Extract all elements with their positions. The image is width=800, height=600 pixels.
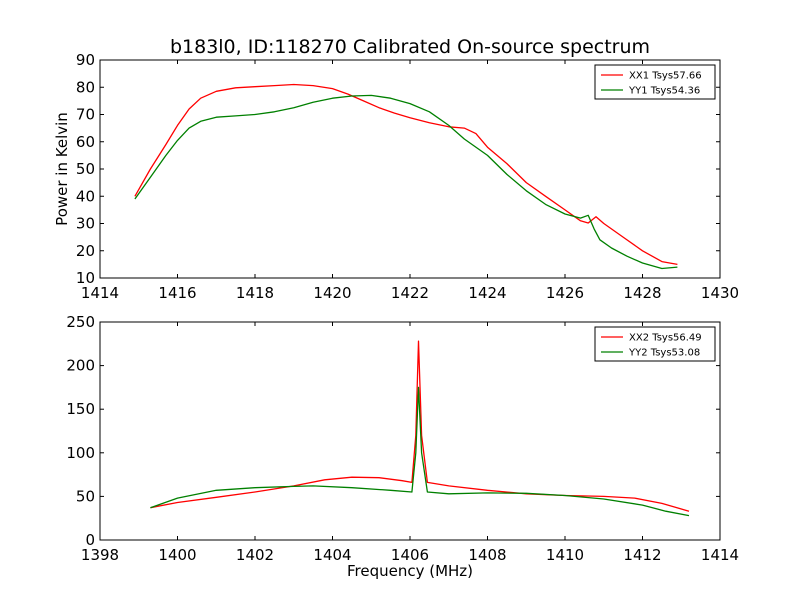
legend-box xyxy=(594,64,716,100)
y-tick-label: 50 xyxy=(76,487,95,505)
top-spectrum-panel: 1414 1416 1418 1420 1422 1424 1426 1428 1430 10 20… xyxy=(53,51,739,302)
legend-box xyxy=(594,326,716,362)
x-tick-label: 1416 xyxy=(158,284,196,302)
x-tick-label: 1430 xyxy=(701,284,739,302)
legend-label: XX1 Tsys57.66 xyxy=(629,71,702,82)
y-tick-label: 100 xyxy=(66,444,95,462)
x-tick-label: 1412 xyxy=(623,546,661,564)
x-tick-label: 1426 xyxy=(546,284,584,302)
y-tick-label: 40 xyxy=(76,187,95,205)
series-line-yy2 xyxy=(150,386,690,517)
x-axis-label: Frequency (MHz) xyxy=(347,562,473,580)
x-tick-label: 1408 xyxy=(468,546,506,564)
y-tick-label: 60 xyxy=(76,133,95,151)
y-tick-label: 50 xyxy=(76,160,95,178)
y-tick-label: 90 xyxy=(76,51,95,69)
x-tick-label: 1398 xyxy=(81,546,119,564)
y-tick-label: 30 xyxy=(76,215,95,233)
y-tick-label: 80 xyxy=(76,78,95,96)
y-tick-label: 250 xyxy=(66,313,95,331)
chart-title: b183l0, ID:118270 Calibrated On-source s… xyxy=(170,36,650,58)
x-tick-label: 1428 xyxy=(623,284,661,302)
series-line-xx2 xyxy=(150,340,690,512)
x-tick-label: 1414 xyxy=(701,546,739,564)
x-tick-label: 1424 xyxy=(468,284,506,302)
x-tick-label: 1402 xyxy=(236,546,274,564)
series-line-yy1 xyxy=(134,94,678,270)
bottom-spectrum-panel: 1398 1400 1402 1404 1406 1408 1410 1412 1414 0 50 1… xyxy=(66,313,739,580)
y-tick-label: 10 xyxy=(76,269,95,287)
series-line-xx1 xyxy=(134,83,678,266)
y-tick-label: 200 xyxy=(66,357,95,375)
x-tick-label: 1410 xyxy=(546,546,584,564)
x-tick-label: 1422 xyxy=(391,284,429,302)
y-tick-label: 20 xyxy=(76,242,95,260)
x-tick-label: 1418 xyxy=(236,284,274,302)
y-tick-label: 70 xyxy=(76,106,95,124)
x-tick-label: 1414 xyxy=(81,284,119,302)
y-tick-label: 150 xyxy=(66,400,95,418)
legend-label: YY1 Tsys54.36 xyxy=(628,86,700,97)
y-tick-label: 0 xyxy=(85,531,95,549)
legend-label: YY2 Tsys53.08 xyxy=(628,348,700,359)
y-axis-label: Power in Kelvin xyxy=(53,112,71,226)
x-tick-label: 1406 xyxy=(391,546,429,564)
x-tick-label: 1420 xyxy=(313,284,351,302)
legend-label: XX2 Tsys56.49 xyxy=(629,333,702,344)
x-tick-label: 1400 xyxy=(158,546,196,564)
x-tick-label: 1404 xyxy=(313,546,351,564)
